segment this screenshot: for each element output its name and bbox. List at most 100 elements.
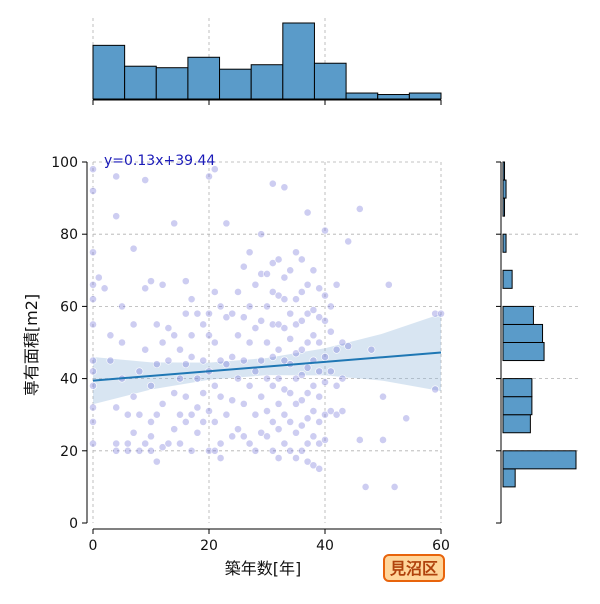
scatter-point [379,436,387,444]
scatter-point [112,212,121,221]
right-marginal-histogram [496,161,580,524]
scatter-point [280,385,289,394]
scatter-point [158,443,167,452]
scatter-point [297,371,306,379]
scatter-point [228,309,237,318]
scatter-point [309,306,318,314]
top-hist-bar [187,56,221,100]
scatter-point [89,186,97,195]
scatter-point [187,446,196,455]
scatter-point [257,392,266,401]
scatter-point [274,374,283,383]
scatter-point [297,446,306,455]
ward-badge: 見沼区 [383,554,445,582]
scatter-point [326,327,335,336]
y-tick-label: 80 [60,227,78,243]
ward-badge-background [383,554,445,582]
scatter-point [112,439,121,448]
scatter-point [106,331,115,340]
scatter-point [152,360,161,369]
scatter-point [222,360,231,369]
scatter-point [257,356,266,365]
scatter-point [274,291,283,300]
scatter-point [170,219,179,228]
right-hist-bar [502,342,545,362]
scatter-point [263,302,271,311]
scatter-point [234,374,242,383]
y-tick-label: 0 [69,516,78,532]
y-tick-label: 40 [60,372,78,388]
scatter-point [176,374,184,383]
scatter-point [251,324,260,332]
scatter-point [257,428,266,437]
scatter-point [181,360,190,369]
scatter-point [193,374,202,383]
scatter-point [268,381,277,390]
scatter-point [112,172,121,181]
scatter-point [274,255,283,264]
scatter-point [123,439,132,448]
scatter-point [321,316,329,325]
scatter-point [245,338,254,347]
scatter-point [303,280,312,289]
scatter-point [257,270,266,278]
scatter-point [222,219,231,228]
scatter-point [89,439,97,448]
scatter-point [222,313,231,322]
scatter-point [106,356,115,365]
scatter-point [280,439,289,448]
scatter-point [141,284,150,293]
scatter-point [170,331,179,340]
scatter-point [199,389,208,397]
right-hist-bar [502,269,513,289]
scatter-point [297,255,306,264]
scatter-point [210,338,219,347]
scatter-point [228,353,237,361]
scatter-point [274,399,283,408]
scatter-point [338,338,347,347]
scatter-point [239,432,248,441]
scatter-point [176,345,184,354]
scatter-point [292,295,300,304]
scatter-point [158,280,167,289]
scatter-point [268,320,277,329]
scatter-point [263,270,271,278]
scatter-point [321,291,329,300]
scatter-point [89,320,97,329]
scatter-point [315,439,324,448]
scatter-point [135,446,144,455]
scatter-point [152,457,161,466]
scatter-point [309,461,318,470]
scatter-point [268,418,277,426]
scatter-point [94,273,103,282]
scatter-point [228,396,237,405]
scatter-point [193,428,202,437]
scatter-point [210,418,219,426]
top-hist-bar [92,44,126,100]
scatter-point [239,262,248,271]
scatter-point [164,439,173,448]
scatter-point [181,277,190,286]
scatter-point [286,446,295,455]
scatter-point [344,342,353,351]
scatter-point [315,284,324,293]
y-tick-label: 100 [51,155,78,171]
scatter-point [315,313,324,322]
scatter-point [129,428,138,437]
scatter-point [384,280,393,289]
scatter-point [193,309,202,318]
scatter-point [355,205,364,213]
scatter-point [332,345,341,354]
scatter-point [257,316,266,325]
y-tick-label: 20 [60,444,78,460]
scatter-point [245,381,254,390]
scatter-point [315,418,324,426]
scatter-point [210,446,219,455]
scatter-point [263,338,271,347]
scatter-point [112,403,121,412]
x-tick-label: 0 [89,538,98,554]
scatter-point [309,407,318,415]
right-hist-bar [502,233,507,253]
scatter-point [239,356,248,365]
scatter-point [309,381,318,390]
